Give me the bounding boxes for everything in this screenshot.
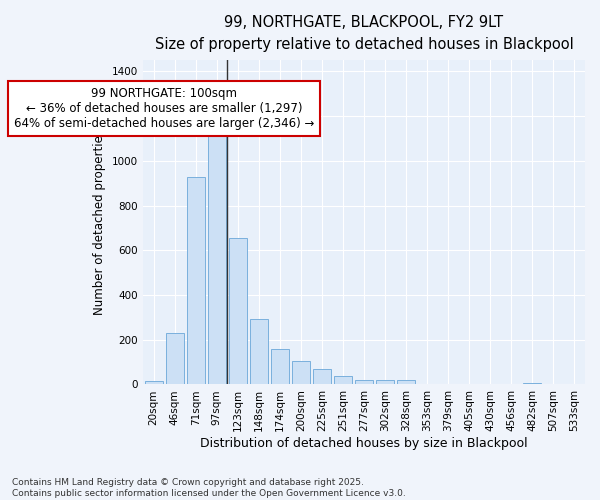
Bar	[523, 382, 541, 384]
Bar	[145, 381, 163, 384]
Text: 99 NORTHGATE: 100sqm
← 36% of detached houses are smaller (1,297)
64% of semi-de: 99 NORTHGATE: 100sqm ← 36% of detached h…	[14, 87, 314, 130]
Bar	[334, 376, 352, 384]
Bar	[292, 361, 310, 384]
Bar	[250, 318, 268, 384]
Bar	[397, 380, 415, 384]
Bar	[376, 380, 394, 384]
Y-axis label: Number of detached properties: Number of detached properties	[94, 130, 106, 316]
X-axis label: Distribution of detached houses by size in Blackpool: Distribution of detached houses by size …	[200, 437, 528, 450]
Bar	[355, 380, 373, 384]
Bar	[313, 370, 331, 384]
Bar	[271, 348, 289, 384]
Text: Contains HM Land Registry data © Crown copyright and database right 2025.
Contai: Contains HM Land Registry data © Crown c…	[12, 478, 406, 498]
Bar	[187, 176, 205, 384]
Bar	[208, 135, 226, 384]
Title: 99, NORTHGATE, BLACKPOOL, FY2 9LT
Size of property relative to detached houses i: 99, NORTHGATE, BLACKPOOL, FY2 9LT Size o…	[155, 15, 574, 52]
Bar	[229, 238, 247, 384]
Bar	[166, 333, 184, 384]
